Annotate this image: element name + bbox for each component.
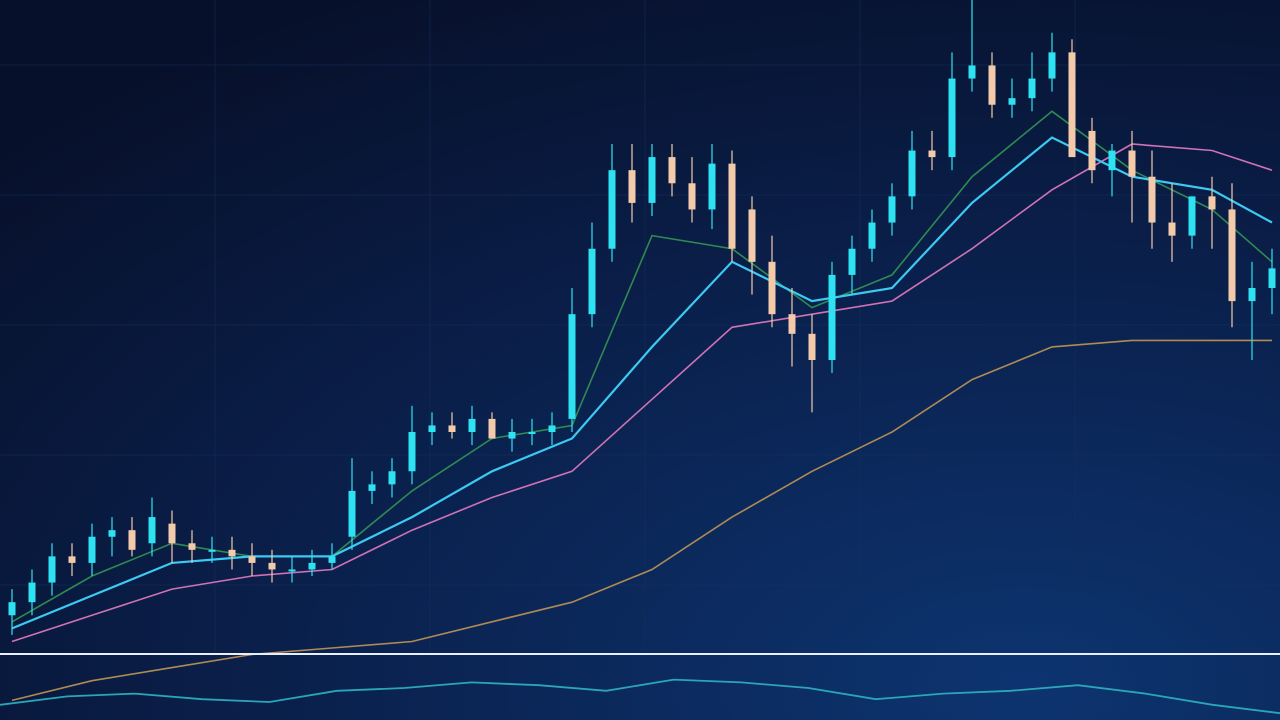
- candle-body: [528, 432, 536, 434]
- candle-body: [568, 314, 576, 419]
- candle-body: [1008, 98, 1016, 105]
- moving-average-line: [11, 143, 1273, 643]
- candle-body: [848, 248, 856, 275]
- candle-body: [928, 150, 936, 158]
- candle-body: [108, 530, 116, 537]
- candle-body: [508, 432, 516, 439]
- candle-body: [328, 556, 336, 563]
- candle-body: [208, 549, 216, 552]
- candle-body: [468, 418, 476, 432]
- candle-body: [408, 432, 416, 472]
- candle-body: [1228, 209, 1236, 302]
- candle-body: [788, 314, 796, 334]
- candle-body: [768, 261, 776, 315]
- candle-body: [888, 196, 896, 223]
- candle-body: [1128, 150, 1136, 177]
- candle-body: [968, 65, 976, 79]
- candle-body: [988, 65, 996, 105]
- candle-body: [1268, 268, 1276, 288]
- candle-body: [448, 425, 456, 432]
- candle-body: [648, 157, 656, 203]
- candle-body: [548, 425, 556, 432]
- candle-body: [868, 222, 876, 249]
- candle-body: [388, 471, 396, 485]
- candle-body: [188, 543, 196, 550]
- candle-body: [1208, 196, 1216, 210]
- oscillator-panel: [0, 678, 1280, 715]
- candle-body: [1088, 130, 1096, 171]
- candle-body: [68, 556, 76, 563]
- candle-body: [248, 556, 256, 563]
- candle-body: [908, 150, 916, 197]
- candle-body: [368, 484, 376, 491]
- candle-body: [428, 425, 436, 432]
- candle-body: [668, 157, 676, 184]
- candle-body: [288, 569, 296, 572]
- candle-body: [1188, 196, 1196, 236]
- candle-body: [348, 490, 356, 537]
- candle-body: [8, 602, 16, 616]
- candle-body: [1068, 52, 1076, 158]
- moving-average-line: [11, 110, 1273, 623]
- candle-body: [28, 582, 36, 603]
- price-panel: [8, 0, 1276, 702]
- oscillator-line: [0, 678, 1280, 715]
- candle-body: [1168, 222, 1176, 236]
- candle-body: [308, 562, 316, 570]
- candle-body: [488, 418, 496, 439]
- candle-body: [128, 530, 136, 550]
- candle-body: [708, 163, 716, 210]
- candle-body: [228, 549, 236, 557]
- candle-body: [588, 248, 596, 315]
- candle-body: [268, 562, 276, 570]
- moving-average-line: [11, 339, 1272, 702]
- candle-body: [48, 556, 56, 583]
- candle-body: [88, 536, 96, 563]
- candle-body: [688, 183, 696, 210]
- candle-body: [728, 163, 736, 249]
- candle-body: [168, 523, 176, 544]
- candle-body: [608, 170, 616, 249]
- candle-body: [1048, 52, 1056, 79]
- candle-body: [628, 170, 636, 203]
- moving-average-line: [11, 136, 1273, 630]
- candle-body: [1108, 150, 1116, 171]
- candle-body: [1028, 78, 1036, 99]
- background-grid: [0, 0, 1280, 655]
- candle-body: [828, 274, 836, 360]
- candle-body: [1248, 288, 1256, 302]
- candle-body: [808, 333, 816, 360]
- candle-body: [148, 517, 156, 544]
- candle-body: [748, 209, 756, 262]
- candle-body: [1148, 176, 1156, 223]
- candle-body: [948, 78, 956, 158]
